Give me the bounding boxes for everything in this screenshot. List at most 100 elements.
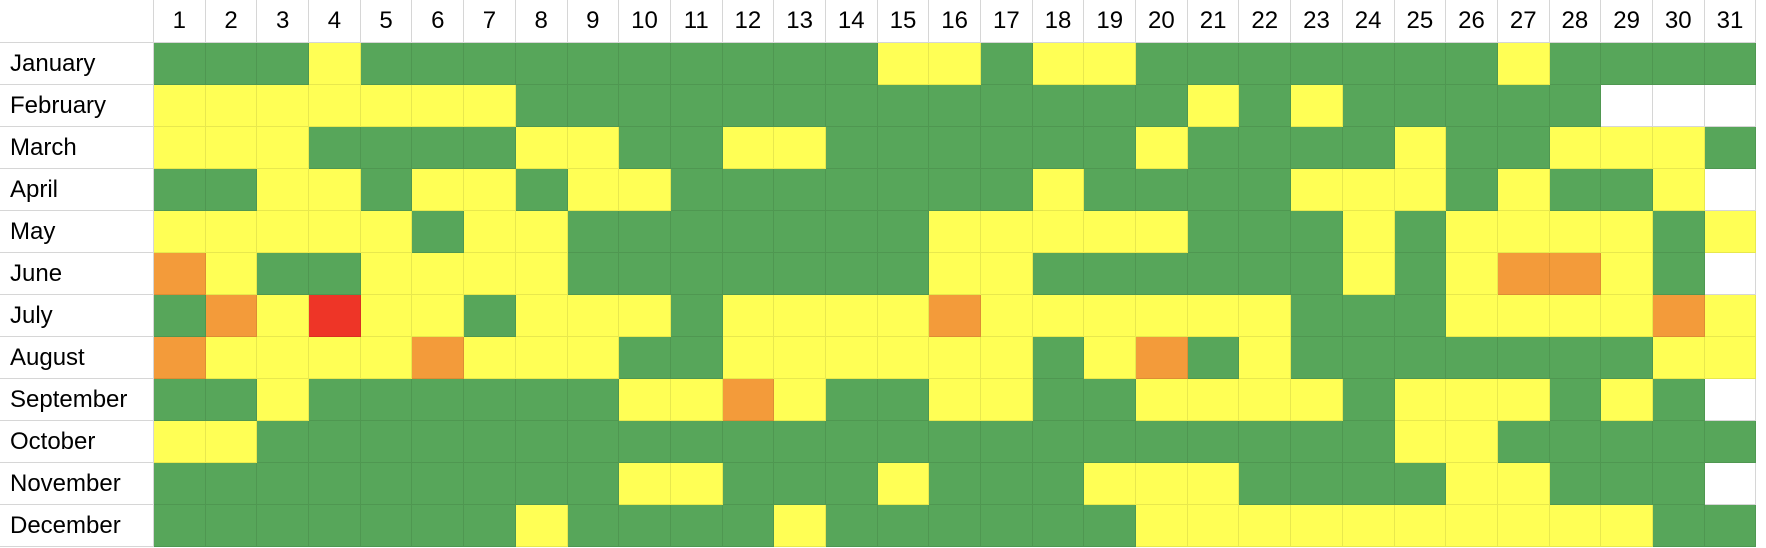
day-cell[interactable] — [1239, 127, 1292, 169]
day-cell[interactable] — [1032, 463, 1085, 505]
day-cell[interactable] — [205, 43, 258, 85]
day-cell[interactable] — [670, 295, 723, 337]
day-cell[interactable] — [205, 379, 258, 421]
day-cell[interactable] — [1239, 295, 1292, 337]
day-cell[interactable] — [1549, 43, 1602, 85]
day-cell[interactable] — [981, 169, 1033, 211]
day-cell[interactable] — [1342, 85, 1395, 127]
day-cell[interactable] — [1601, 295, 1653, 337]
day-cell[interactable] — [670, 85, 723, 127]
day-cell[interactable] — [1497, 295, 1550, 337]
day-cell[interactable] — [205, 85, 258, 127]
day-cell[interactable] — [1291, 379, 1343, 421]
day-cell[interactable] — [205, 421, 258, 463]
day-cell[interactable] — [722, 127, 775, 169]
day-cell[interactable] — [981, 127, 1033, 169]
day-cell[interactable] — [1497, 505, 1550, 547]
day-cell[interactable] — [1084, 337, 1137, 379]
day-cell[interactable] — [515, 211, 568, 253]
day-cell[interactable] — [619, 211, 671, 253]
day-cell[interactable] — [1394, 337, 1447, 379]
day-cell[interactable] — [1497, 43, 1550, 85]
day-cell[interactable] — [1704, 421, 1757, 463]
day-cell[interactable] — [412, 43, 465, 85]
day-cell[interactable] — [515, 127, 568, 169]
day-cell[interactable] — [929, 421, 981, 463]
day-cell[interactable] — [1549, 463, 1602, 505]
day-cell[interactable] — [1394, 505, 1447, 547]
day-cell[interactable] — [205, 337, 258, 379]
day-cell[interactable] — [1032, 85, 1085, 127]
day-cell[interactable] — [619, 43, 671, 85]
day-cell[interactable] — [1446, 463, 1498, 505]
day-cell[interactable] — [825, 43, 878, 85]
day-cell[interactable] — [774, 505, 826, 547]
day-cell[interactable] — [1187, 211, 1240, 253]
day-cell[interactable] — [257, 337, 310, 379]
day-cell[interactable] — [877, 43, 930, 85]
day-cell[interactable] — [515, 463, 568, 505]
day-cell[interactable] — [1704, 337, 1757, 379]
day-cell[interactable] — [154, 505, 206, 547]
day-cell[interactable] — [774, 211, 826, 253]
day-cell[interactable] — [154, 253, 206, 295]
day-cell[interactable] — [257, 379, 310, 421]
day-cell[interactable] — [1291, 295, 1343, 337]
day-cell[interactable] — [722, 253, 775, 295]
day-cell[interactable] — [877, 127, 930, 169]
day-cell[interactable] — [1084, 43, 1137, 85]
day-cell[interactable] — [1446, 85, 1498, 127]
day-cell[interactable] — [1291, 505, 1343, 547]
day-cell[interactable] — [1497, 379, 1550, 421]
day-cell[interactable] — [877, 505, 930, 547]
day-cell[interactable] — [1652, 463, 1705, 505]
day-cell[interactable] — [929, 127, 981, 169]
day-cell[interactable] — [257, 463, 310, 505]
day-cell[interactable] — [825, 127, 878, 169]
day-cell[interactable] — [154, 43, 206, 85]
day-cell[interactable] — [1704, 127, 1757, 169]
day-cell[interactable] — [515, 337, 568, 379]
day-cell[interactable] — [619, 421, 671, 463]
day-cell[interactable] — [1291, 463, 1343, 505]
day-cell[interactable] — [877, 463, 930, 505]
day-cell[interactable] — [1084, 463, 1137, 505]
day-cell[interactable] — [1032, 253, 1085, 295]
day-cell[interactable] — [567, 169, 620, 211]
day-cell[interactable] — [1239, 211, 1292, 253]
day-cell[interactable] — [1084, 421, 1137, 463]
day-cell[interactable] — [309, 337, 361, 379]
day-cell[interactable] — [774, 463, 826, 505]
day-cell[interactable] — [1549, 505, 1602, 547]
day-cell[interactable] — [619, 85, 671, 127]
day-cell[interactable] — [1446, 169, 1498, 211]
day-cell[interactable] — [257, 211, 310, 253]
day-cell[interactable] — [1342, 211, 1395, 253]
day-cell[interactable] — [1446, 421, 1498, 463]
day-cell[interactable] — [722, 295, 775, 337]
day-cell[interactable] — [929, 379, 981, 421]
day-cell[interactable] — [1549, 295, 1602, 337]
day-cell[interactable] — [1032, 169, 1085, 211]
day-cell[interactable] — [722, 337, 775, 379]
day-cell[interactable] — [619, 253, 671, 295]
day-cell[interactable] — [1187, 337, 1240, 379]
day-cell[interactable] — [1136, 43, 1188, 85]
day-cell[interactable] — [1497, 211, 1550, 253]
day-cell[interactable] — [722, 463, 775, 505]
day-cell[interactable] — [464, 211, 516, 253]
day-cell[interactable] — [774, 253, 826, 295]
day-cell[interactable] — [981, 463, 1033, 505]
day-cell[interactable] — [1187, 169, 1240, 211]
day-cell[interactable] — [722, 505, 775, 547]
day-cell[interactable] — [981, 337, 1033, 379]
day-cell[interactable] — [774, 379, 826, 421]
day-cell[interactable] — [1549, 379, 1602, 421]
day-cell[interactable] — [825, 211, 878, 253]
day-cell[interactable] — [1239, 253, 1292, 295]
day-cell[interactable] — [567, 295, 620, 337]
day-cell[interactable] — [1239, 337, 1292, 379]
day-cell[interactable] — [309, 211, 361, 253]
day-cell[interactable] — [1342, 379, 1395, 421]
day-cell[interactable] — [1032, 211, 1085, 253]
